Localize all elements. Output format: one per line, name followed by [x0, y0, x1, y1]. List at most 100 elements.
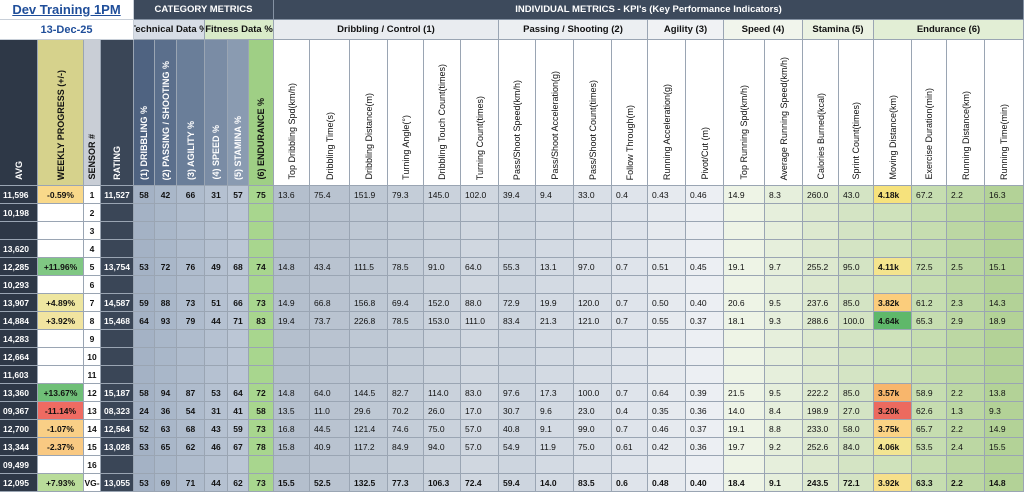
kpi-cell [724, 456, 765, 474]
kpi-cell: 75.4 [310, 186, 350, 204]
kpi-cell [765, 348, 803, 366]
kpi-cell [985, 366, 1024, 384]
kpi-cell [985, 348, 1024, 366]
category-cell [249, 204, 274, 222]
kpi-cell: 95.0 [839, 258, 874, 276]
progress-cell [38, 276, 84, 294]
kpi-cell [803, 366, 839, 384]
kpi-cell [574, 330, 612, 348]
category-cell [177, 330, 205, 348]
kpi-cell [310, 348, 350, 366]
kpi-cell: 19.9 [536, 294, 574, 312]
kpi-cell: 0.40 [686, 294, 724, 312]
rating-cell [101, 456, 134, 474]
category-cell: 54 [177, 402, 205, 420]
kpi-cell: 100.0 [839, 312, 874, 330]
kpi-cell: 77.3 [388, 474, 424, 492]
kpi-cell [274, 276, 310, 294]
kpi-cell: 100.0 [574, 384, 612, 402]
kpi-cell: 2.3 [947, 294, 985, 312]
kpi-cell: 61.2 [912, 294, 947, 312]
category-cell [205, 330, 228, 348]
category-cell: 68 [228, 258, 249, 276]
category-cell [249, 240, 274, 258]
kpi-cell [686, 456, 724, 474]
category-cell: 53 [205, 384, 228, 402]
category-cell: 75 [249, 186, 274, 204]
column-header: Pass/Shoot Speed(km/h) [499, 40, 536, 186]
kpi-cell: 43.4 [310, 258, 350, 276]
kpi-cell [499, 366, 536, 384]
kpi-cell: 2.9 [947, 312, 985, 330]
avg-cell: 13,360 [0, 384, 38, 402]
kpi-cell [912, 204, 947, 222]
column-header: Exercise Duration(min) [912, 40, 947, 186]
kpi-cell: 0.42 [648, 438, 686, 456]
kpi-cell: 0.4 [612, 402, 648, 420]
kpi-cell: 252.6 [803, 438, 839, 456]
kpi-cell [839, 366, 874, 384]
progress-cell [38, 204, 84, 222]
kpi-cell [536, 222, 574, 240]
kpi-group: Stamina (5) [803, 20, 874, 40]
header-label: Top Dribbling Spd(km/h) [286, 83, 297, 180]
kpi-cell: 14.0 [724, 402, 765, 420]
category-cell: 41 [228, 402, 249, 420]
progress-cell [38, 366, 84, 384]
sensor-cell: 1 [84, 186, 101, 204]
column-header: Top Dribbling Spd(km/h) [274, 40, 310, 186]
rating-cell [101, 204, 134, 222]
kpi-cell: 19.7 [724, 438, 765, 456]
kpi-cell [947, 276, 985, 294]
kpi-cell [839, 240, 874, 258]
kpi-cell [724, 276, 765, 294]
kpi-cell [574, 276, 612, 294]
kpi-cell: 2.4 [947, 438, 985, 456]
kpi-cell: 226.8 [350, 312, 388, 330]
kpi-cell: 222.2 [803, 384, 839, 402]
kpi-group: Speed (4) [724, 20, 803, 40]
category-cell [155, 330, 177, 348]
category-cell [205, 222, 228, 240]
kpi-cell: 233.0 [803, 420, 839, 438]
kpi-cell [274, 204, 310, 222]
avg-cell: 13,907 [0, 294, 38, 312]
kpi-cell: 0.6 [612, 474, 648, 492]
kpi-cell [350, 276, 388, 294]
kpi-group: Dribbling / Control (1) [274, 20, 499, 40]
kpi-cell [803, 348, 839, 366]
category-cell [134, 204, 155, 222]
kpi-cell: 64.0 [310, 384, 350, 402]
header-label: Calories Burned(kcal) [815, 93, 826, 180]
kpi-cell [274, 366, 310, 384]
kpi-cell: 0.39 [686, 384, 724, 402]
category-cell: 73 [249, 294, 274, 312]
column-header: Dribbling Touch Count(times) [424, 40, 461, 186]
kpi-cell [947, 204, 985, 222]
category-cell: 76 [177, 258, 205, 276]
kpi-cell: 3.82k [874, 294, 912, 312]
kpi-cell: 0.7 [612, 294, 648, 312]
kpi-cell: 3.57k [874, 384, 912, 402]
kpi-cell: 1.3 [947, 402, 985, 420]
kpi-cell: 83.4 [499, 312, 536, 330]
category-cell: 68 [177, 420, 205, 438]
kpi-cell [947, 330, 985, 348]
kpi-cell [310, 456, 350, 474]
category-cell: 71 [177, 474, 205, 492]
avg-cell: 14,283 [0, 330, 38, 348]
kpi-cell [803, 222, 839, 240]
category-cell [177, 240, 205, 258]
kpi-cell: 94.0 [424, 438, 461, 456]
kpi-cell [350, 204, 388, 222]
header-label: Dribbling Distance(m) [363, 93, 374, 180]
kpi-cell: 9.3 [765, 312, 803, 330]
kpi-cell: 0.7 [612, 258, 648, 276]
kpi-cell [424, 330, 461, 348]
category-cell [249, 276, 274, 294]
rating-cell: 08,323 [101, 402, 134, 420]
kpi-cell: 97.6 [499, 384, 536, 402]
category-cell: 72 [155, 258, 177, 276]
kpi-cell: 0.4 [612, 186, 648, 204]
kpi-cell: 83.5 [574, 474, 612, 492]
